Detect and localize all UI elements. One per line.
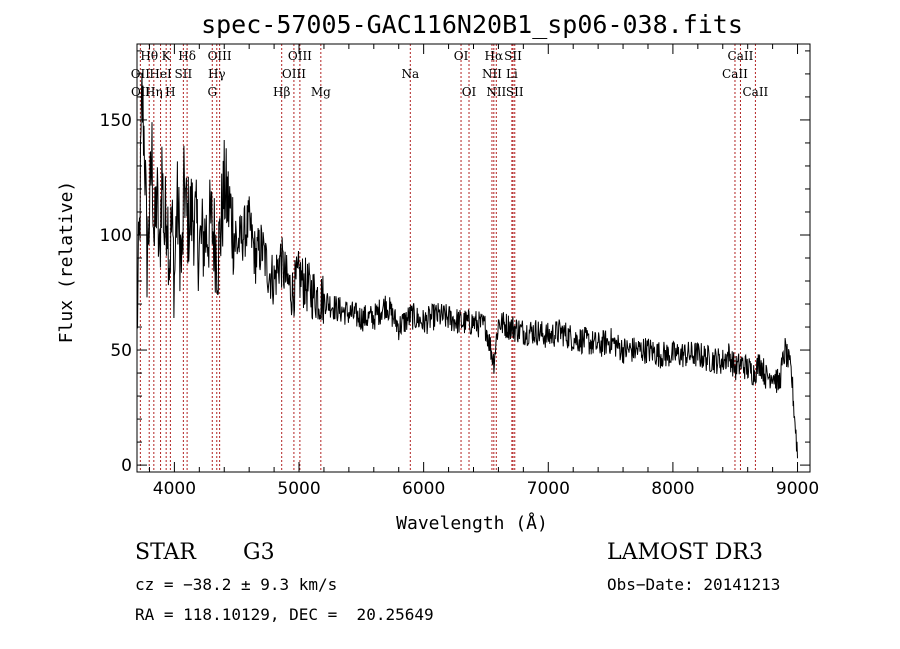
line-label: Hη — [145, 85, 163, 99]
line-label: CaII — [722, 67, 748, 81]
line-label: OIII — [208, 49, 232, 63]
y-axis: 0 50 100 150 — [100, 50, 810, 476]
object-class: STAR — [135, 540, 196, 565]
x-axis-label: Wavelength (Å) — [396, 512, 548, 534]
x-tick-label: 4000 — [153, 479, 196, 499]
line-label: Hα — [485, 49, 504, 63]
line-label: NII — [482, 67, 502, 81]
object-subclass: G3 — [243, 540, 275, 565]
x-tick-label: 6000 — [402, 479, 445, 499]
line-label: H — [165, 85, 175, 99]
chart-title: spec-57005-GAC116N20B1_sp06-038.fits — [201, 10, 743, 39]
redshift-value: cz = −38.2 ± 9.3 km/s — [135, 575, 338, 594]
line-label: OIII — [288, 49, 312, 63]
line-label: HeI — [149, 67, 172, 81]
y-tick-label: 150 — [100, 111, 132, 131]
line-label: Hγ — [208, 67, 226, 81]
y-tick-label: 50 — [110, 341, 132, 361]
line-label: Hβ — [273, 85, 290, 99]
line-label: SII — [175, 67, 193, 81]
y-axis-label: Flux (relative) — [56, 181, 77, 344]
line-label: SII — [506, 85, 524, 99]
line-label: NII — [486, 85, 506, 99]
x-axis: 4000 5000 6000 7000 8000 9000 — [148, 44, 819, 499]
survey-name: LAMOST DR3 — [607, 540, 763, 565]
x-tick-label: 9000 — [776, 479, 819, 499]
x-tick-label: 5000 — [277, 479, 320, 499]
x-tick-label: 8000 — [651, 479, 694, 499]
line-label: Hδ — [178, 49, 196, 63]
line-label: K — [162, 49, 172, 63]
line-label: OI — [454, 49, 469, 63]
spectrum-line — [136, 72, 798, 459]
coordinates: RA = 118.10129, DEC = 20.25649 — [135, 605, 434, 624]
line-label: Na — [401, 67, 419, 81]
line-label: Mg — [311, 85, 331, 99]
line-label: Li — [506, 67, 518, 81]
line-label: OI — [462, 85, 477, 99]
y-tick-label: 0 — [121, 456, 132, 476]
line-label: CaII — [728, 49, 754, 63]
line-label: SII — [504, 49, 522, 63]
line-label: CaII — [742, 85, 768, 99]
line-label: G — [207, 85, 217, 99]
y-tick-label: 100 — [100, 226, 132, 246]
x-tick-label: 7000 — [527, 479, 570, 499]
plot-frame — [136, 43, 811, 473]
observation-date: Obs−Date: 20141213 — [607, 575, 781, 594]
line-label: OII — [131, 85, 151, 99]
line-label: OIII — [282, 67, 306, 81]
line-label: Hθ — [140, 49, 158, 63]
spectrum-series — [136, 72, 798, 459]
